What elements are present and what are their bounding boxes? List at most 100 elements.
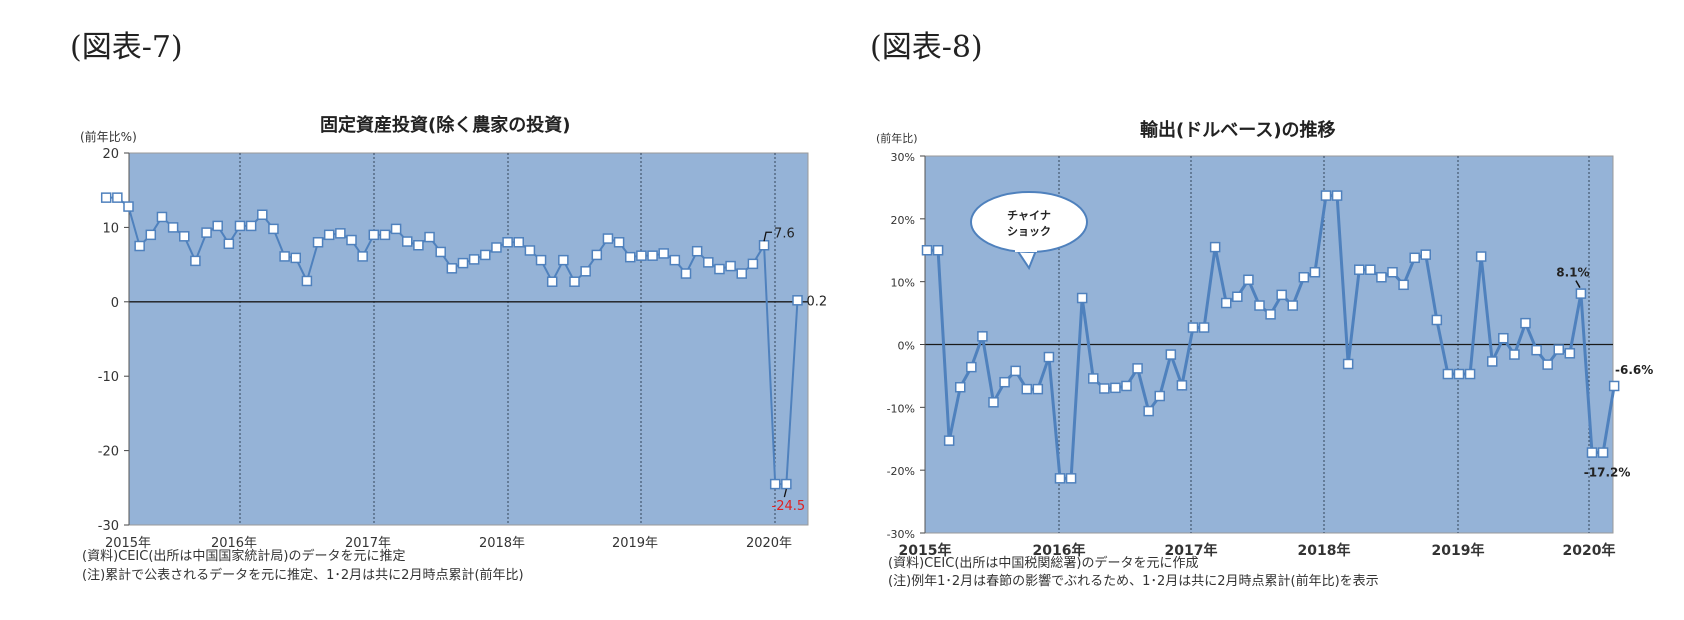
- data-marker: [1464, 368, 1476, 380]
- data-marker: [1498, 332, 1509, 344]
- chart7-plot: 20 10 0 -10 -20 -30 2015年 2016年 2017年 2018年 2019年 2…: [98, 147, 828, 551]
- data-marker: [691, 245, 703, 257]
- figure-7-label: (図表-7): [70, 30, 183, 65]
- data-marker: [781, 478, 792, 490]
- data-marker: [1221, 297, 1232, 309]
- annotation-0-2: 0.2: [807, 294, 828, 309]
- data-marker: [424, 231, 435, 243]
- data-marker: [943, 435, 955, 446]
- data-marker: [1420, 249, 1431, 260]
- data-marker: [1254, 300, 1265, 311]
- data-marker: [167, 222, 179, 233]
- data-marker: [714, 263, 725, 275]
- data-marker: [268, 223, 279, 235]
- data-marker: [1287, 300, 1298, 311]
- data-marker: [368, 229, 380, 241]
- data-marker: [977, 331, 988, 342]
- data-marker: [658, 248, 669, 259]
- data-marker: [932, 245, 944, 256]
- data-marker: [1342, 358, 1354, 370]
- annotation-minus-24-5: -24.5: [772, 499, 806, 514]
- x-tick-label: 2019年: [1432, 542, 1485, 559]
- data-marker: [1487, 356, 1498, 367]
- annotation-minus-6-6: -6.6%: [1615, 363, 1653, 377]
- data-marker: [1309, 266, 1321, 278]
- data-marker: [1597, 447, 1609, 458]
- data-marker: [1409, 252, 1420, 264]
- data-marker: [480, 249, 491, 261]
- data-marker: [457, 257, 469, 269]
- data-marker: [1032, 383, 1044, 395]
- data-marker: [725, 260, 736, 272]
- data-marker: [1564, 348, 1576, 359]
- data-marker: [301, 275, 313, 287]
- data-marker: [524, 245, 536, 256]
- chart7-title: 固定資産投資(除く農家の投資): [320, 115, 571, 136]
- data-marker: [323, 229, 335, 241]
- data-marker: [569, 276, 580, 287]
- annotation-8-1: 8.1%: [1556, 266, 1589, 280]
- data-marker: [1043, 351, 1055, 363]
- chart8-y-unit: (前年比): [876, 132, 918, 145]
- y-tick-label: -10%: [887, 402, 915, 415]
- data-marker: [1509, 349, 1520, 360]
- data-marker: [613, 237, 625, 248]
- data-marker: [435, 246, 446, 258]
- y-tick-label: -10: [98, 370, 119, 385]
- data-marker: [123, 201, 134, 212]
- data-marker: [1232, 291, 1243, 302]
- data-marker: [1475, 251, 1487, 262]
- chart7-y-unit: (前年比%): [80, 130, 137, 144]
- data-marker: [1542, 359, 1553, 370]
- data-marker: [1608, 380, 1620, 392]
- data-marker: [1132, 363, 1143, 374]
- y-tick-label: 20%: [891, 214, 915, 227]
- data-marker: [257, 209, 268, 221]
- data-marker: [1088, 373, 1099, 384]
- data-marker: [357, 251, 368, 262]
- x-tick-label: 2018年: [479, 536, 525, 551]
- x-tick-label: 2015年: [105, 536, 151, 551]
- data-marker: [1453, 368, 1465, 380]
- data-marker: [290, 252, 301, 264]
- data-marker: [1187, 322, 1199, 333]
- data-marker: [1243, 274, 1254, 286]
- chart8-source-note: (資料)CEIC(出所は中国税関総署)のデータを元に作成: [888, 556, 1199, 571]
- data-marker: [335, 228, 346, 239]
- data-marker: [1553, 344, 1564, 355]
- annotation-7-6: 7.6: [774, 226, 795, 241]
- data-marker: [647, 250, 658, 261]
- data-marker: [680, 268, 692, 279]
- data-marker: [966, 361, 977, 373]
- data-marker: [580, 266, 591, 277]
- data-marker: [390, 223, 402, 235]
- data-marker: [988, 397, 999, 408]
- chart8-title: 輸出(ドルベース)の推移: [1140, 120, 1336, 141]
- data-marker: [245, 220, 257, 232]
- x-tick-label: 2017年: [345, 536, 391, 551]
- data-marker: [112, 192, 123, 203]
- data-marker: [736, 268, 747, 279]
- x-tick-label: 2018年: [1298, 542, 1351, 559]
- x-tick-label: 2020年: [1563, 542, 1616, 559]
- data-marker: [201, 227, 212, 238]
- data-marker: [747, 258, 759, 270]
- x-tick-label: 2020年: [746, 536, 792, 551]
- y-tick-label: 0%: [898, 340, 915, 353]
- data-marker: [491, 242, 502, 253]
- chart7-source-note: (資料)CEIC(出所は中国国家統計局)のデータを元に推定: [82, 549, 406, 564]
- data-marker: [558, 254, 569, 266]
- leader-line: [763, 231, 773, 242]
- data-marker: [703, 257, 714, 268]
- data-marker: [346, 234, 357, 246]
- data-marker: [999, 376, 1010, 388]
- data-marker: [1298, 272, 1310, 283]
- data-marker: [1265, 309, 1276, 320]
- data-marker: [1110, 382, 1121, 394]
- data-marker: [1387, 266, 1398, 278]
- data-marker: [1365, 264, 1376, 275]
- data-marker: [625, 251, 636, 263]
- data-marker: [1198, 322, 1210, 333]
- data-marker: [1320, 190, 1332, 201]
- figure-8-label: (図表-8): [870, 30, 983, 65]
